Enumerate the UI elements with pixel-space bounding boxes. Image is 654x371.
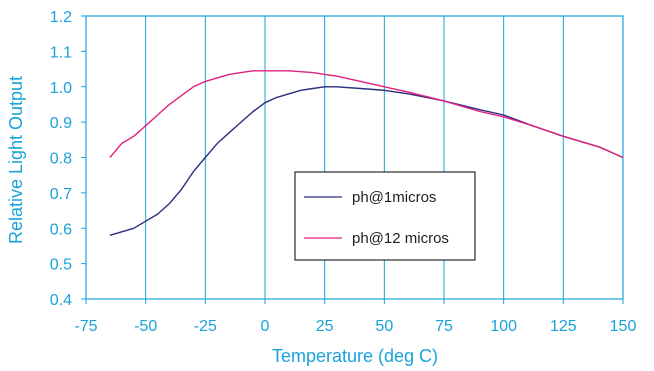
x-tick-label: 25 bbox=[316, 318, 334, 335]
legend: ph@1micros ph@12 micros bbox=[294, 171, 476, 261]
x-tick-label: 0 bbox=[261, 318, 270, 335]
y-tick-label: 0.9 bbox=[50, 115, 72, 132]
x-tick-label: 50 bbox=[375, 318, 393, 335]
x-tick-label: -50 bbox=[134, 318, 157, 335]
legend-label-ph-1micros: ph@1micros bbox=[352, 189, 436, 206]
y-tick-label: 1.2 bbox=[50, 9, 72, 26]
y-tick-label: 0.4 bbox=[50, 292, 72, 309]
y-axis-title: Relative Light Output bbox=[6, 76, 26, 244]
x-axis-ticks: -75 -50 -25 0 25 50 75 100 125 150 bbox=[74, 299, 636, 335]
x-tick-label: 125 bbox=[550, 318, 577, 335]
x-axis-title: Temperature (deg C) bbox=[272, 346, 438, 366]
x-tick-label: 150 bbox=[610, 318, 637, 335]
y-tick-label: 1.1 bbox=[50, 44, 72, 61]
y-tick-label: 0.6 bbox=[50, 221, 72, 238]
x-tick-label: 75 bbox=[435, 318, 453, 335]
y-axis-ticks: 0.4 0.5 0.6 0.7 0.8 0.9 1.0 1.1 1.2 bbox=[50, 9, 86, 309]
x-tick-label: 100 bbox=[490, 318, 517, 335]
series-lines bbox=[109, 70, 624, 236]
y-tick-label: 0.7 bbox=[50, 186, 72, 203]
series-line-ph-12micros bbox=[109, 70, 624, 159]
y-tick-label: 1.0 bbox=[50, 80, 72, 97]
legend-box bbox=[294, 171, 476, 261]
series-line-ph-1micros bbox=[109, 86, 624, 236]
x-tick-label: -75 bbox=[74, 318, 97, 335]
y-tick-label: 0.5 bbox=[50, 257, 72, 274]
legend-label-ph-12micros: ph@12 micros bbox=[352, 230, 449, 247]
y-tick-label: 0.8 bbox=[50, 151, 72, 168]
x-tick-label: -25 bbox=[194, 318, 217, 335]
